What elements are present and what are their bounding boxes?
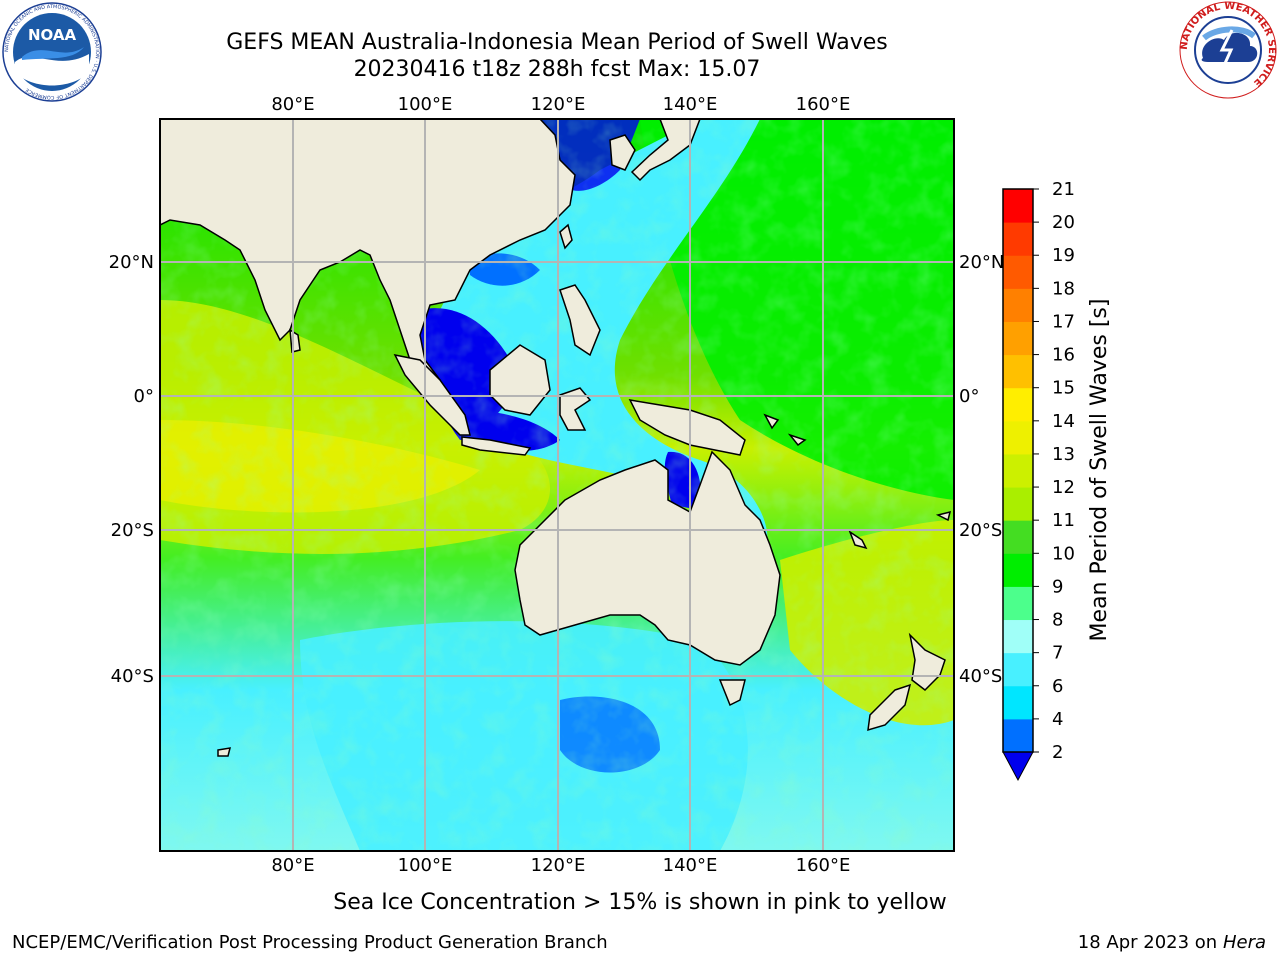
colorbar-swatch <box>1003 586 1033 621</box>
noaa-logo-text: NOAA <box>28 26 77 44</box>
colorbar-tick-label: 19 <box>1052 245 1075 266</box>
colorbar-frame <box>1002 188 1034 753</box>
colorbar-tick-label: 2 <box>1052 742 1063 763</box>
colorbar-under-arrow <box>1002 751 1034 782</box>
fiji-land <box>935 510 952 522</box>
colorbar-tick-label: 8 <box>1052 610 1063 631</box>
colorbar-swatch <box>1003 222 1033 256</box>
chart-subtitle: 20230416 t18z 288h fcst Max: 15.07 <box>353 57 761 82</box>
sulawesi-land <box>559 387 592 431</box>
map-frame <box>159 118 955 852</box>
lon-tick-top-120e: 120°E <box>531 94 586 115</box>
nz-south-island-land <box>867 683 912 732</box>
colorbar-tick-label: 17 <box>1052 311 1075 332</box>
colorbar-tick-label: 14 <box>1052 411 1075 432</box>
tasmania-land <box>718 679 746 707</box>
colorbar-tick-label: 7 <box>1052 643 1063 664</box>
new-guinea-land <box>628 399 746 456</box>
lat-tick-right-20n: 20°N <box>959 252 1004 273</box>
lat-tick-right-0: 0° <box>959 386 979 407</box>
lat-tick-left-20n: 20°N <box>109 252 154 273</box>
lon-tick-bottom-100e: 100°E <box>398 855 453 876</box>
colorbar-swatch <box>1003 652 1033 687</box>
footer-host: Hera <box>1222 932 1266 953</box>
map-field <box>160 119 954 851</box>
colorbar-swatch <box>1003 487 1033 521</box>
korea-land <box>609 134 636 171</box>
colorbar-swatch <box>1003 718 1033 753</box>
colorbar-tick-label: 9 <box>1052 576 1063 597</box>
philippines-land <box>559 284 601 357</box>
colorbar-tick-label: 11 <box>1052 510 1075 531</box>
lon-tick-bottom-160e: 160°E <box>796 855 851 876</box>
lon-tick-top-140e: 140°E <box>663 94 718 115</box>
solomon-island-2 <box>787 433 807 447</box>
taiwan-land <box>559 223 573 250</box>
colorbar-swatch <box>1003 685 1033 720</box>
footer-credit: NCEP/EMC/Verification Post Processing Pr… <box>12 932 608 953</box>
colorbar-swatch <box>1003 321 1033 356</box>
lon-tick-bottom-80e: 80°E <box>271 855 314 876</box>
lat-tick-right-20s: 20°S <box>959 520 1002 541</box>
colorbar-swatch <box>1003 553 1033 587</box>
solomon-island-1 <box>763 413 780 430</box>
colorbar-tick-label: 4 <box>1052 709 1063 730</box>
noaa-logo-icon: NOAA NATIONAL OCEANIC AND ATMOSPHERIC AD… <box>2 2 102 102</box>
lon-tick-top-160e: 160°E <box>796 94 851 115</box>
sea-ice-note: Sea Ice Concentration > 15% is shown in … <box>333 890 947 915</box>
colorbar-tick-label: 6 <box>1052 676 1063 697</box>
lon-tick-top-100e: 100°E <box>398 94 453 115</box>
australia-land <box>514 450 781 666</box>
lat-tick-right-40s: 40°S <box>959 666 1002 687</box>
footer-date: 18 Apr 2023 on Hera <box>1078 932 1266 953</box>
colorbar-swatch <box>1003 453 1033 488</box>
colorbar-swatch <box>1003 189 1033 223</box>
kerguelen-land <box>217 747 232 757</box>
colorbar-swatch <box>1003 420 1033 455</box>
colorbar-tick-label: 12 <box>1052 477 1075 498</box>
borneo-land <box>489 344 551 416</box>
colorbar-swatch <box>1003 619 1033 654</box>
footer-date-text: 18 Apr 2023 on <box>1077 932 1223 953</box>
nws-logo-icon: NATIONAL WEATHER SERVICE <box>1179 1 1277 99</box>
colorbar-tick-label: 20 <box>1052 212 1075 233</box>
colorbar-swatch <box>1003 255 1033 289</box>
colorbar: 2 4 6 7 8 9 10 11 12 13 14 15 16 17 18 19 20 21 <box>1002 179 1075 782</box>
colorbar-swatch <box>1003 354 1033 389</box>
japan-land <box>630 119 701 182</box>
land-masses <box>160 119 952 757</box>
colorbar-label: Mean Period of Swell Waves [s] <box>1087 299 1112 642</box>
colorbar-swatch <box>1003 288 1033 322</box>
lon-tick-bottom-120e: 120°E <box>531 855 586 876</box>
lon-tick-bottom-140e: 140°E <box>663 855 718 876</box>
new-caledonia-land <box>848 530 868 550</box>
colorbar-swatch <box>1003 520 1033 554</box>
chart-title: GEFS MEAN Australia-Indonesia Mean Perio… <box>226 30 888 55</box>
colorbar-tick-label: 16 <box>1052 345 1075 366</box>
colorbar-swatch <box>1003 387 1033 422</box>
lat-tick-left-0: 0° <box>134 386 154 407</box>
asia-land <box>160 119 576 386</box>
graticule <box>160 119 954 851</box>
java-land <box>461 436 532 456</box>
colorbar-tick-label: 13 <box>1052 444 1075 465</box>
colorbar-tick-label: 10 <box>1052 543 1075 564</box>
colorbar-tick-label: 15 <box>1052 378 1075 399</box>
lon-tick-top-80e: 80°E <box>271 94 314 115</box>
colorbar-tick-label: 21 <box>1052 179 1075 200</box>
lat-tick-left-40s: 40°S <box>111 666 154 687</box>
colorbar-tick-label: 18 <box>1052 278 1075 299</box>
lat-tick-left-20s: 20°S <box>111 520 154 541</box>
